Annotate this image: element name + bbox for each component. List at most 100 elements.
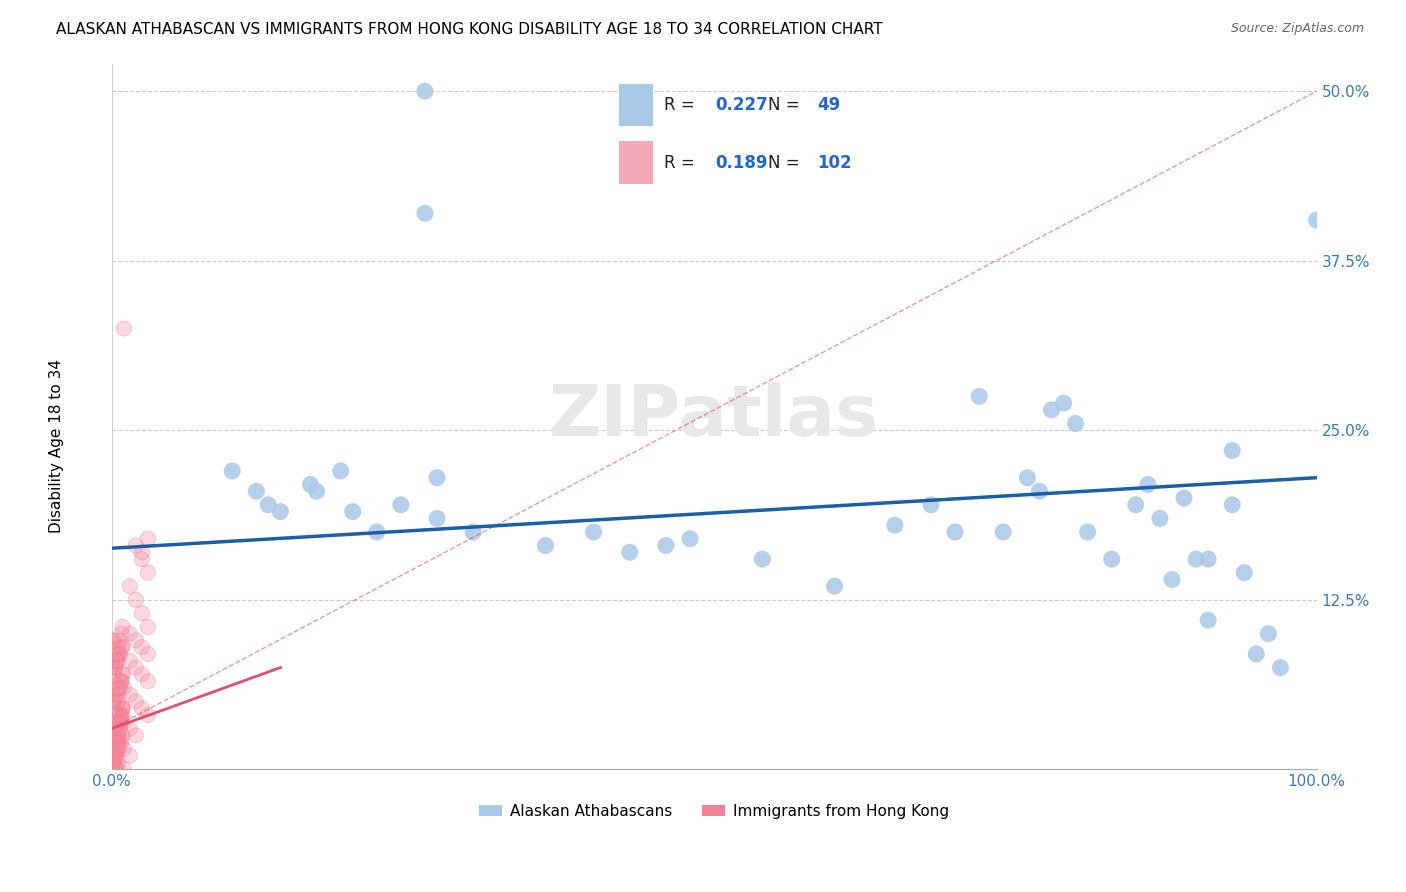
- Point: [136, 566, 159, 580]
- Point: [112, 321, 135, 335]
- Point: [118, 688, 141, 702]
- Point: [112, 714, 135, 729]
- Point: [118, 626, 141, 640]
- Point: [118, 654, 141, 668]
- Point: [305, 484, 328, 499]
- Point: [108, 647, 131, 661]
- Point: [107, 681, 129, 695]
- Point: [104, 748, 127, 763]
- Point: [967, 389, 990, 403]
- Point: [131, 667, 153, 681]
- Point: [619, 545, 641, 559]
- Point: [104, 660, 127, 674]
- Point: [104, 756, 127, 770]
- Point: [101, 633, 124, 648]
- Point: [105, 714, 128, 729]
- Point: [107, 714, 129, 729]
- FancyBboxPatch shape: [620, 141, 654, 184]
- Point: [1197, 613, 1219, 627]
- Point: [136, 532, 159, 546]
- Point: [118, 748, 141, 763]
- Point: [125, 539, 148, 553]
- Point: [108, 674, 131, 689]
- Point: [131, 640, 153, 655]
- Point: [136, 532, 159, 546]
- Point: [107, 728, 129, 742]
- Point: [118, 579, 141, 593]
- Point: [1136, 477, 1159, 491]
- Point: [108, 742, 131, 756]
- Point: [131, 701, 153, 715]
- Point: [824, 579, 846, 593]
- Point: [108, 714, 131, 729]
- Text: ZIPatlas: ZIPatlas: [550, 382, 879, 451]
- Point: [655, 539, 678, 553]
- Point: [104, 742, 127, 756]
- Point: [125, 728, 148, 742]
- Point: [105, 654, 128, 668]
- Point: [1064, 417, 1087, 431]
- Point: [125, 592, 148, 607]
- Point: [112, 762, 135, 776]
- Point: [111, 701, 134, 715]
- Text: 49: 49: [817, 96, 841, 114]
- Point: [1233, 566, 1256, 580]
- Point: [110, 674, 132, 689]
- Point: [136, 674, 159, 689]
- Point: [108, 708, 131, 723]
- Point: [108, 647, 131, 661]
- Point: [1149, 511, 1171, 525]
- Point: [108, 681, 131, 695]
- Point: [105, 654, 128, 668]
- Point: [125, 694, 148, 708]
- Point: [110, 626, 132, 640]
- Point: [103, 748, 125, 763]
- Point: [103, 722, 125, 736]
- Text: R =: R =: [664, 153, 700, 171]
- Point: [108, 722, 131, 736]
- Point: [131, 667, 153, 681]
- Point: [269, 505, 291, 519]
- Point: [136, 674, 159, 689]
- Point: [107, 681, 129, 695]
- Point: [103, 762, 125, 776]
- Point: [105, 701, 128, 715]
- Point: [107, 647, 129, 661]
- Point: [104, 748, 127, 763]
- Point: [103, 722, 125, 736]
- Point: [103, 748, 125, 763]
- Point: [883, 518, 905, 533]
- Point: [1017, 471, 1039, 485]
- Point: [107, 654, 129, 668]
- Point: [131, 545, 153, 559]
- Point: [107, 762, 129, 776]
- Point: [101, 762, 124, 776]
- Point: [104, 762, 127, 776]
- Point: [101, 762, 124, 776]
- Text: Source: ZipAtlas.com: Source: ZipAtlas.com: [1230, 22, 1364, 36]
- Point: [366, 524, 388, 539]
- Point: [111, 667, 134, 681]
- Point: [1173, 491, 1195, 505]
- Point: [108, 708, 131, 723]
- Point: [112, 681, 135, 695]
- Point: [101, 667, 124, 681]
- Point: [101, 633, 124, 648]
- Point: [108, 735, 131, 749]
- Point: [104, 756, 127, 770]
- Point: [108, 722, 131, 736]
- Point: [105, 748, 128, 763]
- Point: [104, 660, 127, 674]
- Point: [108, 728, 131, 742]
- Text: ALASKAN ATHABASCAN VS IMMIGRANTS FROM HONG KONG DISABILITY AGE 18 TO 34 CORRELAT: ALASKAN ATHABASCAN VS IMMIGRANTS FROM HO…: [56, 22, 883, 37]
- Point: [101, 694, 124, 708]
- Point: [101, 728, 124, 742]
- Point: [104, 660, 127, 674]
- Point: [103, 694, 125, 708]
- Point: [1185, 552, 1208, 566]
- Point: [413, 206, 436, 220]
- Point: [111, 667, 134, 681]
- Point: [426, 511, 449, 525]
- Point: [118, 654, 141, 668]
- Point: [107, 694, 129, 708]
